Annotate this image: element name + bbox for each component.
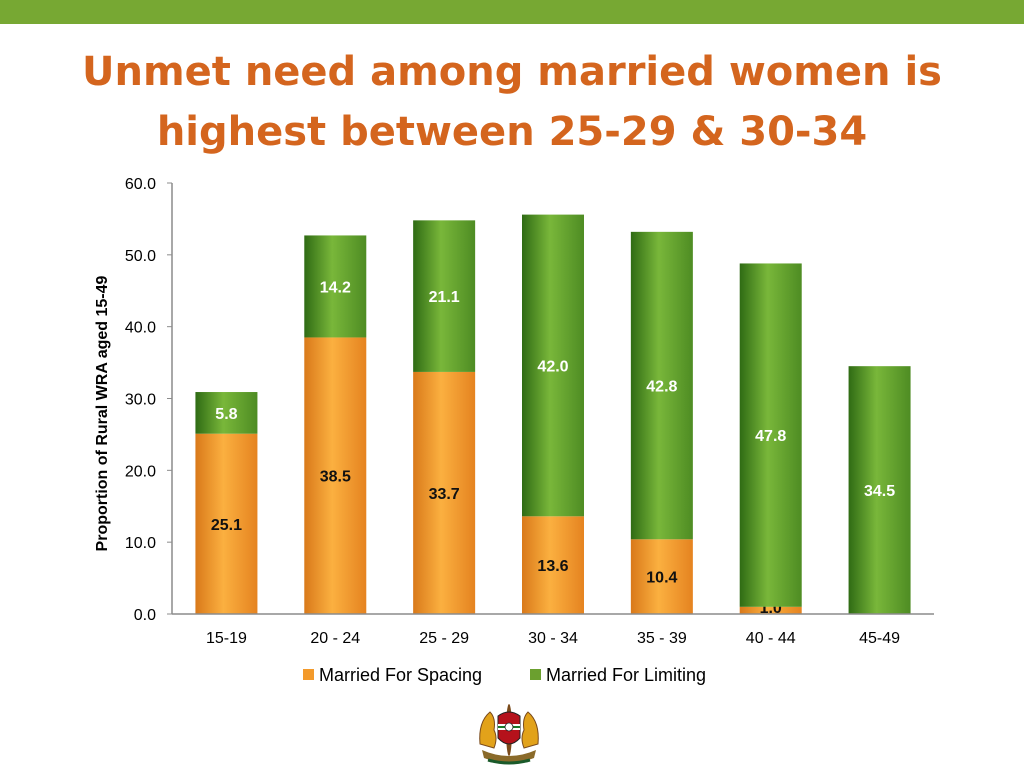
data-label: 47.8 — [755, 428, 786, 445]
x-tick-label: 30 - 34 — [528, 630, 578, 647]
x-tick-label: 25 - 29 — [419, 630, 469, 647]
slide-title-line-1: Unmet need among married women is — [82, 49, 942, 95]
bar-limiting-segment — [413, 220, 476, 372]
y-tick-label: 0.0 — [134, 607, 156, 624]
data-label: 33.7 — [429, 486, 460, 503]
y-axis: 0.0 10.0 20.0 30.0 40.0 50.0 60.0 Proportion of… — [94, 176, 173, 624]
x-axis: 15-19 20 - 24 25 - 29 30 - 34 35 - 39 40 - 44… — [172, 613, 934, 647]
bar-limiting-segment — [739, 263, 802, 607]
legend-label: Married For Limiting — [546, 665, 706, 685]
legend: Married For Spacing Married For Limiting — [303, 665, 706, 685]
bar-limiting-segment — [195, 392, 258, 434]
data-label: 25.1 — [211, 517, 242, 534]
data-label: 10.4 — [646, 570, 677, 587]
y-axis-title: Proportion of Rural WRA aged 15-49 — [94, 275, 111, 551]
bar-spacing-segment — [522, 516, 584, 614]
data-label: 13.6 — [537, 558, 568, 575]
bar-spacing-segment — [195, 433, 258, 614]
stacked-bar-chart: 0.0 10.0 20.0 30.0 40.0 50.0 60.0 Proportion of… — [94, 176, 934, 685]
data-label: 5.8 — [215, 406, 237, 423]
bar-limiting-segment — [304, 235, 367, 338]
data-label: 14.2 — [320, 279, 351, 296]
bar-limiting-segment — [522, 214, 584, 517]
x-tick-label: 45-49 — [859, 630, 900, 647]
legend-swatch — [530, 669, 541, 680]
x-tick-label: 40 - 44 — [746, 630, 796, 647]
data-label: 38.5 — [320, 469, 351, 486]
y-tick-label: 10.0 — [125, 535, 156, 552]
kenya-coat-of-arms-icon — [479, 704, 539, 765]
bar-spacing-segment — [739, 606, 802, 614]
bar-spacing-segment — [304, 337, 367, 614]
slide-title: Unmet need among married women is highes… — [40, 42, 984, 162]
slide-title-line-2: highest between 25-29 & 30-34 — [156, 109, 868, 155]
y-tick-label: 30.0 — [125, 392, 156, 409]
y-tick-label: 40.0 — [125, 320, 156, 337]
legend-swatch — [303, 669, 314, 680]
bar-limiting-segment — [630, 231, 693, 540]
y-tick-label: 50.0 — [125, 248, 156, 265]
bars: 25.15.838.514.233.721.113.642.010.442.81… — [195, 214, 911, 617]
x-tick-label: 20 - 24 — [310, 630, 360, 647]
data-label: 42.8 — [646, 379, 677, 396]
x-tick-label: 35 - 39 — [637, 630, 687, 647]
x-tick-label: 15-19 — [206, 630, 247, 647]
y-tick-label: 20.0 — [125, 463, 156, 480]
top-accent-bar — [0, 0, 1024, 24]
bar-limiting-segment — [848, 366, 911, 614]
legend-label: Married For Spacing — [319, 665, 482, 685]
bar-spacing-segment — [413, 371, 476, 614]
data-label: 34.5 — [864, 483, 895, 500]
bar-spacing-segment — [630, 539, 693, 614]
y-tick-label: 60.0 — [125, 176, 156, 193]
data-label: 21.1 — [429, 289, 460, 306]
data-label: 42.0 — [537, 358, 568, 375]
